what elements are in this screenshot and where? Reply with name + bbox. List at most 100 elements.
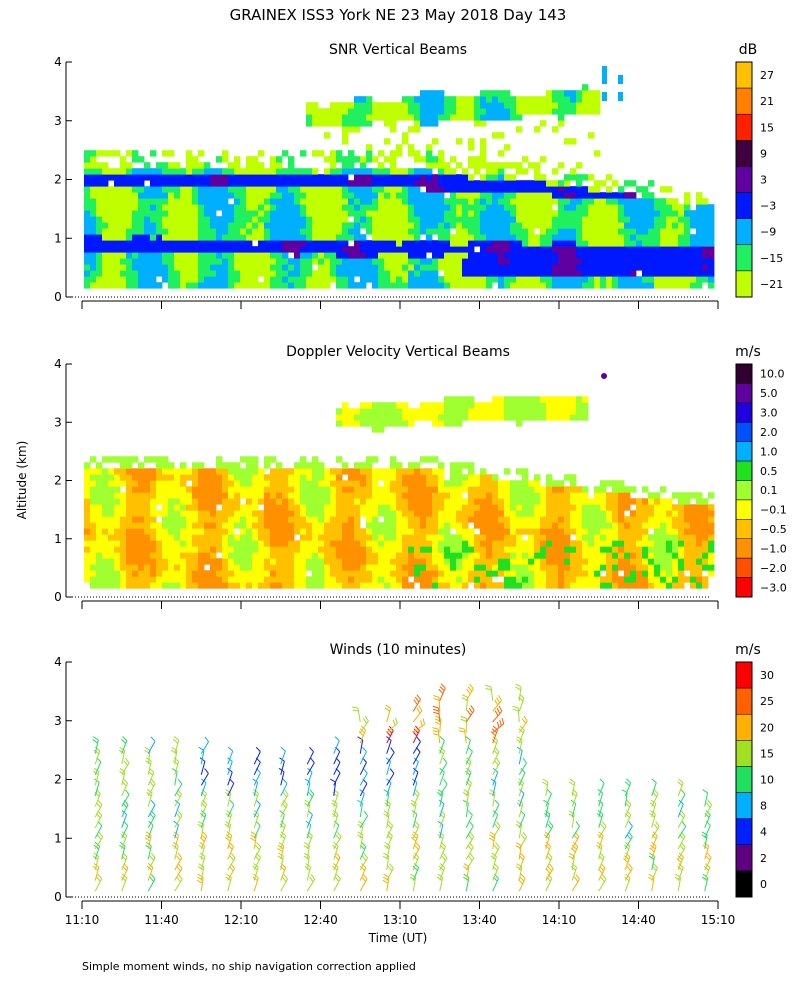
snr-cell	[138, 168, 145, 175]
snr-cell	[570, 282, 577, 289]
doppler-cell	[360, 570, 367, 577]
snr-cell	[378, 264, 385, 271]
wind-barb	[94, 866, 100, 881]
snr-cell	[348, 168, 355, 175]
doppler-cell	[570, 522, 577, 529]
doppler-cell	[522, 468, 529, 475]
snr-cell	[474, 114, 481, 121]
wind-barb-flag	[197, 823, 204, 828]
snr-cell	[168, 240, 175, 247]
doppler-cell	[102, 528, 109, 535]
doppler-cell	[102, 570, 109, 577]
doppler-cell	[342, 546, 349, 553]
doppler-cell	[216, 546, 223, 553]
snr-cell	[138, 222, 145, 229]
doppler-cell	[492, 498, 499, 505]
doppler-cell	[282, 498, 289, 505]
snr-cell	[624, 276, 631, 283]
doppler-cell	[354, 522, 361, 529]
doppler-cell	[288, 510, 295, 517]
snr-cell	[480, 234, 487, 241]
doppler-cell	[204, 558, 211, 565]
snr-cell	[504, 228, 511, 235]
snr-cell	[462, 240, 469, 247]
doppler-cell	[270, 480, 277, 487]
snr-cell	[450, 108, 457, 115]
snr-cell	[510, 222, 517, 229]
snr-cell	[678, 276, 685, 283]
wind-barb-flag	[94, 791, 100, 797]
snr-cell	[390, 102, 397, 109]
doppler-cell	[168, 510, 175, 517]
doppler-cell	[264, 558, 271, 565]
doppler-cell	[480, 552, 487, 559]
doppler-cell	[702, 552, 709, 559]
doppler-cell	[186, 558, 193, 565]
doppler-cell	[474, 582, 481, 589]
snr-cell	[510, 174, 517, 181]
snr-cell	[342, 258, 349, 265]
snr-cell	[630, 216, 637, 223]
doppler-cell	[432, 492, 439, 499]
doppler-cell	[258, 546, 265, 553]
doppler-cell	[504, 510, 511, 517]
doppler-cell	[582, 546, 589, 553]
doppler-cell	[198, 474, 205, 481]
snr-cell	[444, 102, 451, 109]
snr-cell	[120, 246, 127, 253]
doppler-cell	[528, 414, 535, 421]
doppler-cell	[144, 498, 151, 505]
snr-cell	[168, 204, 175, 211]
doppler-cell	[360, 420, 367, 427]
snr-cell	[594, 210, 601, 217]
doppler-cell	[288, 546, 295, 553]
doppler-cell	[624, 558, 631, 565]
doppler-cell	[240, 492, 247, 499]
doppler-cell	[192, 558, 199, 565]
doppler-cell	[576, 576, 583, 583]
snr-cell	[498, 198, 505, 205]
doppler-cell	[174, 570, 181, 577]
snr-cell	[324, 222, 331, 229]
doppler-cell	[174, 576, 181, 583]
snr-cell	[96, 186, 103, 193]
doppler-cell	[150, 504, 157, 511]
snr-cell	[618, 198, 625, 205]
doppler-cell	[264, 486, 271, 493]
snr-cell	[270, 180, 277, 187]
snr-cell	[396, 234, 403, 241]
snr-cell	[612, 282, 619, 289]
doppler-cell	[492, 558, 499, 565]
doppler-cell	[144, 564, 151, 571]
doppler-cell	[420, 468, 427, 475]
doppler-cell	[366, 474, 373, 481]
snr-cell	[234, 156, 241, 163]
doppler-cell	[504, 498, 511, 505]
doppler-cell	[96, 576, 103, 583]
snr-cell	[672, 264, 679, 271]
snr-cell	[186, 270, 193, 277]
snr-cell	[270, 258, 277, 265]
snr-cell	[270, 204, 277, 211]
wind-barb-flag	[145, 834, 151, 839]
wind-barb-flag	[94, 746, 101, 752]
snr-cell	[396, 252, 403, 259]
doppler-cell	[522, 564, 529, 571]
doppler-cell	[528, 396, 535, 403]
snr-cell	[666, 258, 673, 265]
doppler-cell	[336, 456, 343, 463]
snr-cell	[516, 252, 523, 259]
colorbar-label: 10	[760, 774, 774, 787]
snr-cell	[258, 252, 265, 259]
snr-cell	[210, 276, 217, 283]
snr-cell	[546, 108, 553, 115]
doppler-cell	[318, 516, 325, 523]
snr-cell	[270, 216, 277, 223]
snr-cell	[144, 222, 151, 229]
snr-cell	[690, 252, 697, 259]
doppler-cell	[318, 540, 325, 547]
snr-cell	[456, 210, 463, 217]
doppler-cell	[630, 486, 637, 493]
doppler-cell	[270, 552, 277, 559]
snr-cell	[654, 240, 661, 247]
